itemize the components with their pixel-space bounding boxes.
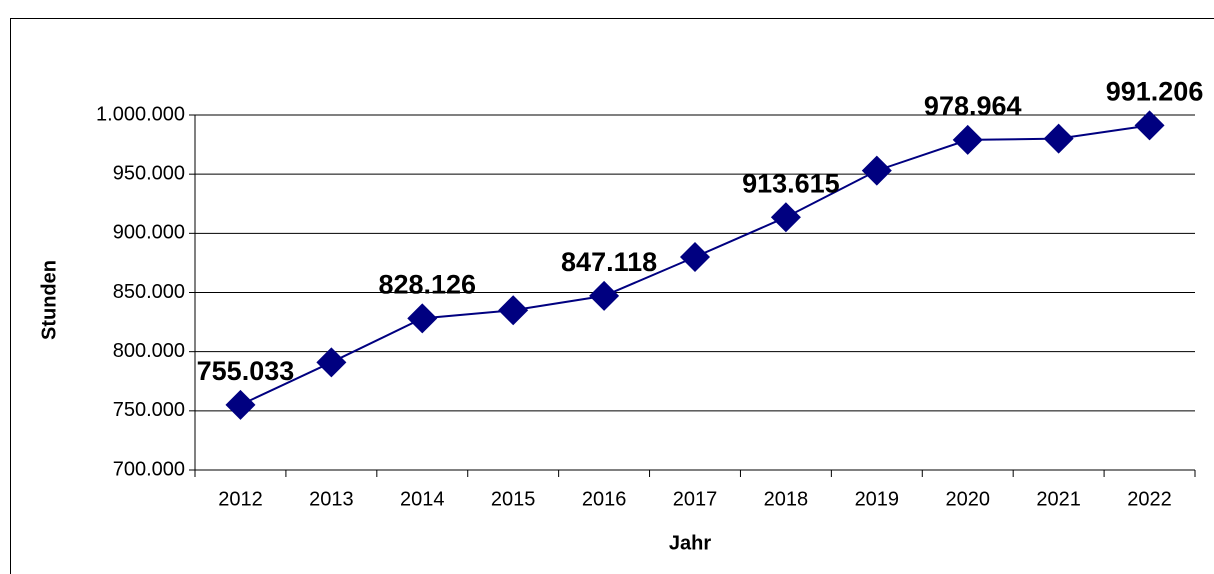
data-point (680, 242, 710, 272)
y-tick-label: 1.000.000 (96, 103, 185, 125)
y-axis-title: Stunden (38, 260, 60, 340)
data-point (861, 155, 892, 186)
x-tick-label: 2013 (309, 488, 354, 510)
x-tick-label: 2017 (673, 488, 718, 510)
x-tick-label: 2015 (491, 488, 536, 510)
x-axis-title: Jahr (669, 532, 711, 554)
x-tick-label: 2018 (764, 488, 809, 510)
data-label: 828.126 (378, 270, 476, 300)
data-point (952, 124, 983, 155)
data-label: 847.118 (561, 247, 657, 277)
data-label: 755.033 (197, 356, 295, 386)
data-point (770, 202, 801, 233)
data-point (316, 347, 347, 378)
y-tick-label: 800.000 (113, 340, 185, 362)
x-tick-label: 2014 (400, 488, 445, 510)
data-point (407, 303, 438, 334)
x-tick-label: 2021 (1036, 488, 1081, 510)
data-point (589, 280, 620, 311)
x-tick-label: 2020 (945, 488, 990, 510)
data-label: 913.615 (742, 168, 840, 198)
x-tick-label: 2019 (855, 488, 900, 510)
x-tick-label: 2012 (218, 488, 263, 510)
data-label: 991.206 (1106, 77, 1204, 107)
y-tick-label: 700.000 (113, 458, 185, 480)
y-tick-label: 750.000 (113, 399, 185, 421)
data-point (498, 295, 529, 326)
x-tick-label: 2016 (582, 488, 627, 510)
data-point (1134, 110, 1165, 141)
y-tick-label: 850.000 (113, 281, 185, 303)
data-point (225, 389, 256, 420)
y-tick-label: 950.000 (113, 162, 185, 184)
data-point (1043, 123, 1074, 154)
data-label: 978.964 (924, 91, 1022, 121)
x-tick-label: 2022 (1127, 488, 1172, 510)
y-tick-label: 900.000 (113, 222, 185, 244)
